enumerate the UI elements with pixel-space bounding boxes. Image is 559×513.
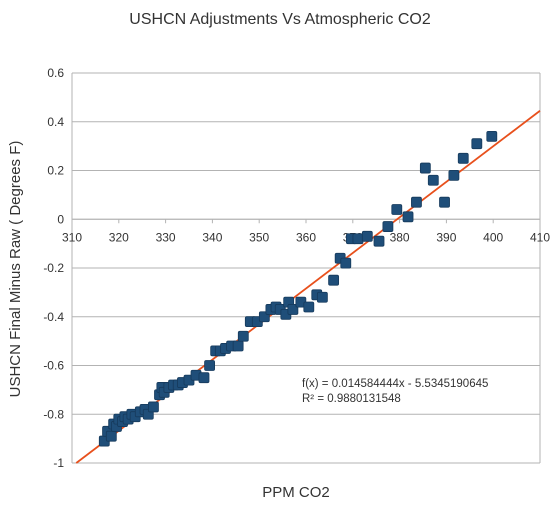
data-point [303,301,315,313]
data-point [328,274,340,286]
x-tick-label: 340 [202,230,222,244]
data-point [105,430,117,442]
y-tick-label: 0.6 [47,66,64,80]
data-point [232,340,244,352]
data-point [419,162,431,174]
data-point [427,174,439,186]
x-tick-label: 330 [156,230,176,244]
x-tick-label: 310 [62,230,82,244]
data-point [382,221,394,232]
data-point [352,233,364,245]
x-axis-title: PPM CO2 [262,484,330,501]
data-point [316,291,328,303]
y-tick-label: -0.6 [43,359,64,373]
data-point [402,211,414,223]
x-tick-label: 380 [390,230,410,244]
r-squared-label: R² = 0.9880131548 [302,393,401,405]
data-point [361,230,373,242]
y-axis-title: USHCN Final Minus Raw ( Degrees F) [7,141,24,398]
data-point [439,196,450,208]
data-point [411,196,422,208]
data-point [448,169,460,181]
x-tick-label: 410 [530,230,550,244]
y-tick-label: -1 [53,456,64,470]
y-tick-label: 0 [57,212,64,226]
x-tick-label: 390 [436,230,456,244]
y-tick-label: -0.8 [43,407,64,421]
data-point [204,360,215,371]
y-tick-label: 0.2 [47,164,64,178]
x-tick-label: 320 [109,230,129,244]
data-point [287,304,299,315]
y-tick-label: -0.2 [43,261,64,275]
data-point [471,138,483,150]
data-point [340,257,352,269]
data-point [373,235,385,247]
data-point [457,152,469,164]
data-point [486,130,498,142]
data-point [198,372,210,384]
y-tick-label: 0.4 [47,115,64,129]
data-points [98,130,498,447]
chart-title: USHCN Adjustments Vs Atmospheric CO2 [129,11,431,28]
data-point [148,401,159,413]
data-point [237,330,249,342]
x-tick-label: 400 [483,230,503,244]
axes [71,73,541,463]
trendline-equation: f(x) = 0.014584444x - 5.5345190645 [302,378,488,390]
data-point [391,204,403,215]
x-tick-label: 350 [249,230,269,244]
y-tick-label: -0.4 [43,310,64,324]
x-tick-label: 360 [296,230,316,244]
